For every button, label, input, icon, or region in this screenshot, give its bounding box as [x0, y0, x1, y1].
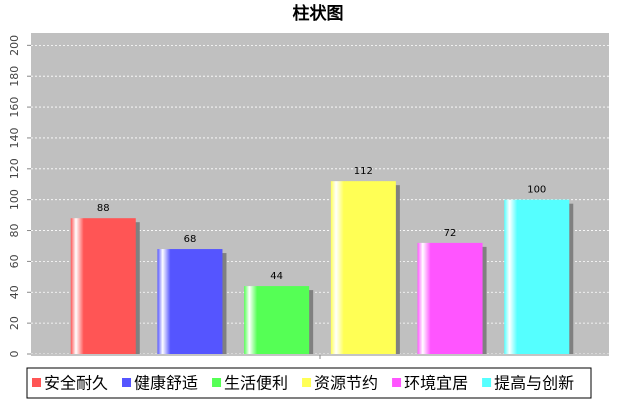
- y-tick-label: 100: [8, 189, 21, 210]
- bar: [417, 242, 483, 354]
- legend-swatch: [32, 378, 41, 387]
- value-label: 72: [444, 228, 457, 239]
- bar: [70, 218, 136, 354]
- y-tick-label: 40: [8, 285, 21, 299]
- legend-swatch: [212, 378, 222, 387]
- y-tick-label: 20: [8, 316, 21, 330]
- y-tick-label: 80: [8, 224, 21, 238]
- bar: [244, 286, 310, 354]
- legend-label: 资源节约: [314, 374, 378, 393]
- legend-label: 提高与创新: [494, 374, 574, 393]
- bar: [504, 199, 570, 354]
- bar: [157, 249, 223, 354]
- legend-swatch: [482, 378, 492, 387]
- value-label: 88: [97, 203, 110, 214]
- y-tick-label: 0: [8, 351, 21, 358]
- value-label: 100: [527, 185, 546, 196]
- y-tick-label: 120: [8, 158, 21, 179]
- y-tick-label: 140: [8, 127, 21, 148]
- value-label: 44: [270, 271, 283, 282]
- legend-label: 生活便利: [224, 374, 288, 393]
- y-tick-label: 160: [8, 97, 21, 118]
- chart-title: 柱状图: [293, 3, 344, 24]
- legend-label: 环境宜居: [404, 374, 468, 393]
- legend-label: 健康舒适: [134, 374, 198, 393]
- legend-swatch: [392, 378, 402, 387]
- value-label: 68: [184, 234, 197, 245]
- legend-swatch: [122, 378, 132, 387]
- value-label: 112: [354, 166, 373, 177]
- legend-swatch: [302, 378, 312, 387]
- y-tick-label: 180: [8, 66, 21, 87]
- bar: [330, 181, 396, 354]
- y-tick-label: 200: [8, 35, 21, 56]
- legend-label: 安全耐久: [44, 374, 108, 393]
- y-tick-label: 60: [8, 254, 21, 268]
